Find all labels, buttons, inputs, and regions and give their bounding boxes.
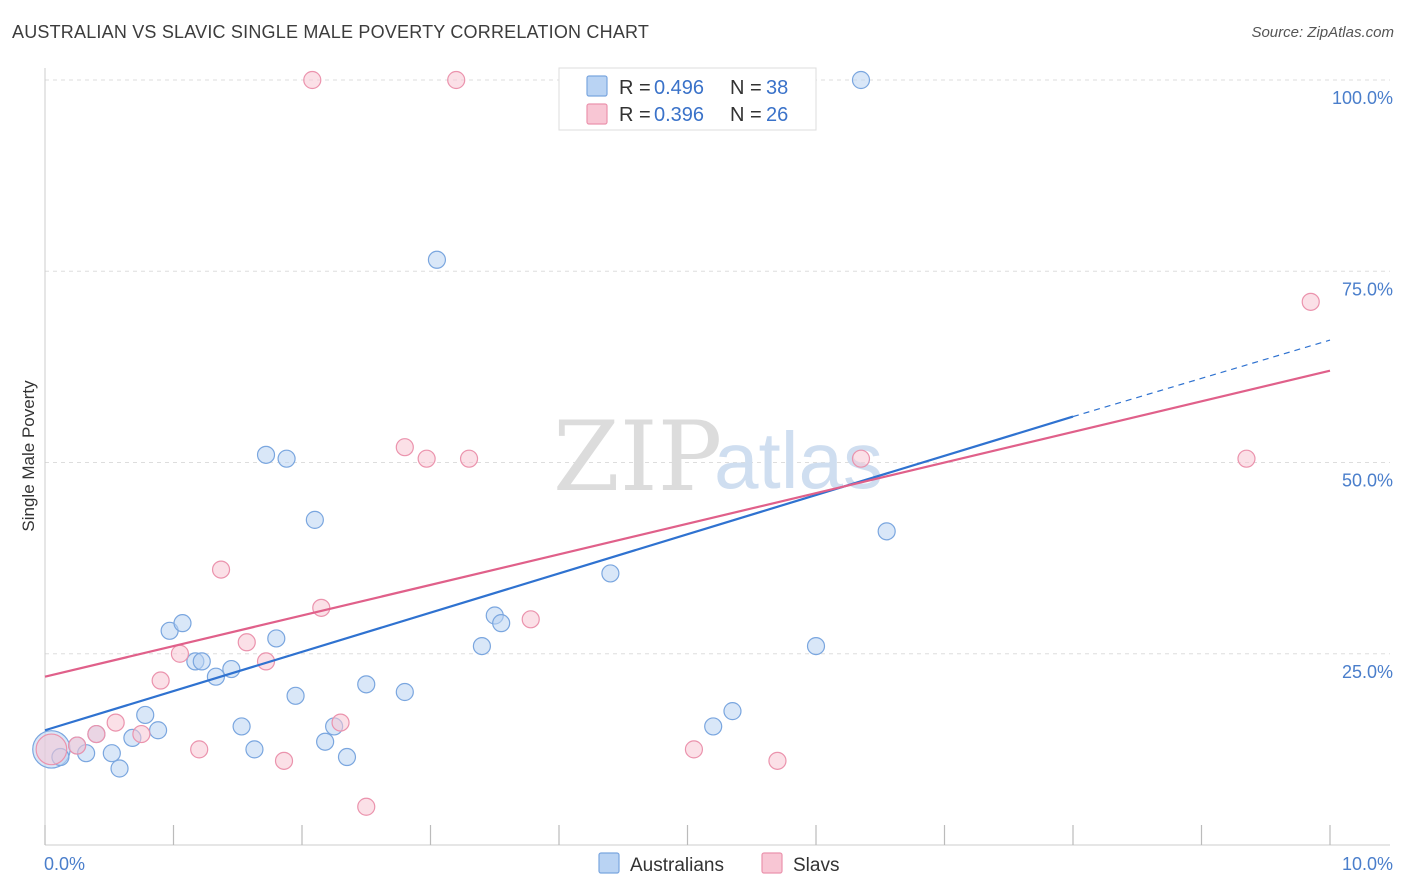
slavs-point-8 xyxy=(211,560,231,579)
bottom-legend-slavs-label: Slavs xyxy=(793,855,839,876)
y-tick-labels: 25.0% 50.0% 75.0% 100.0% xyxy=(1332,88,1393,682)
australians-point-23 xyxy=(316,732,335,751)
legend-bottom: Australians Slavs xyxy=(598,852,839,876)
x-tick-label-max: 10.0% xyxy=(1342,854,1393,874)
bottom-legend-australians-label: Australians xyxy=(630,855,724,876)
australians-point-8 xyxy=(136,705,155,725)
x-tick-labels: 0.0% 10.0% xyxy=(44,854,1393,874)
legend-australians-r-label: R = xyxy=(619,77,651,99)
slavs-trend-line xyxy=(44,369,1331,678)
slavs-point-23 xyxy=(851,449,871,468)
australians-point-11 xyxy=(173,614,192,633)
axes xyxy=(44,68,1390,846)
slavs-point-11 xyxy=(274,751,294,770)
australians-point-36 xyxy=(851,70,871,90)
grid-lines xyxy=(45,79,1390,655)
slavs-point-25 xyxy=(1301,292,1320,311)
australians-point-34 xyxy=(723,702,742,721)
australians-point-21 xyxy=(286,686,305,705)
australians-point-33 xyxy=(704,717,723,736)
legend-australians-n-label: N = xyxy=(730,77,762,99)
slavs-point-1 xyxy=(68,736,87,755)
slavs-point-19 xyxy=(459,449,479,468)
slavs-point-24 xyxy=(1237,449,1256,468)
australians-trend-extension xyxy=(1072,339,1331,418)
trend-lines xyxy=(44,339,1331,732)
legend-slavs-r-value: 0.396 xyxy=(654,104,704,126)
slavs-point-16 xyxy=(395,438,414,457)
legend-slavs-r-label: R = xyxy=(619,104,651,126)
legend-slavs-n-value: 26 xyxy=(766,104,788,126)
slavs-point-5 xyxy=(151,671,170,690)
y-tick-label-75: 75.0% xyxy=(1342,279,1393,299)
legend-slavs-n-label: N = xyxy=(730,104,762,126)
australians-point-25 xyxy=(337,747,357,767)
slavs-point-0 xyxy=(35,733,68,766)
bottom-legend-australians-swatch xyxy=(598,852,620,874)
slavs-point-22 xyxy=(768,751,787,770)
slavs-point-17 xyxy=(417,449,436,468)
legend-top: R = 0.496 N = 38 R = 0.396 N = 26 xyxy=(558,67,817,131)
slavs-point-18 xyxy=(447,70,466,90)
australians-trend-line xyxy=(44,415,1074,732)
slavs-point-21 xyxy=(684,740,704,759)
australians-point-5 xyxy=(102,744,121,763)
australians-point-26 xyxy=(357,675,376,694)
australians-point-20 xyxy=(277,449,296,468)
australians-point-32 xyxy=(601,564,620,583)
chart-title: AUSTRALIAN VS SLAVIC SINGLE MALE POVERTY… xyxy=(12,22,650,42)
slavs-point-13 xyxy=(312,598,331,617)
slavs-point-12 xyxy=(303,70,322,90)
slavs-point-7 xyxy=(190,740,209,759)
slavs-point-2 xyxy=(87,724,106,744)
australians-point-27 xyxy=(395,682,414,702)
y-tick-label-25: 25.0% xyxy=(1342,662,1393,682)
watermark-zip: ZIP xyxy=(553,401,722,513)
australians-point-28 xyxy=(427,250,447,269)
slavs-point-3 xyxy=(106,713,125,732)
australians-point-9 xyxy=(148,721,168,740)
scatter-points xyxy=(32,70,1320,816)
slavs-point-14 xyxy=(331,713,350,732)
australians-point-19 xyxy=(267,629,286,648)
y-tick-label-50: 50.0% xyxy=(1342,471,1393,491)
australians-point-31 xyxy=(492,614,511,633)
australians-point-17 xyxy=(245,740,264,759)
y-tick-label-100: 100.0% xyxy=(1332,88,1393,108)
australians-point-22 xyxy=(305,510,324,529)
slavs-point-10 xyxy=(256,652,276,671)
slavs-point-4 xyxy=(132,724,151,744)
slavs-point-15 xyxy=(357,797,376,816)
australians-point-18 xyxy=(256,445,276,464)
watermark: ZIP atlas xyxy=(553,401,883,513)
legend-australians-r-value: 0.496 xyxy=(654,77,704,99)
bottom-legend-slavs-swatch xyxy=(761,852,783,874)
slavs-point-20 xyxy=(521,610,540,629)
slavs-point-6 xyxy=(170,644,190,663)
australians-point-13 xyxy=(192,652,211,671)
australians-point-14 xyxy=(206,667,226,686)
y-axis-title: Single Male Poverty xyxy=(19,380,38,532)
x-tick-label-min: 0.0% xyxy=(44,854,85,874)
legend-australians-n-value: 38 xyxy=(766,77,788,99)
australians-point-29 xyxy=(472,636,491,656)
chart-source: Source: ZipAtlas.com xyxy=(1251,24,1394,41)
legend-australians-swatch xyxy=(586,75,608,97)
australians-point-35 xyxy=(806,636,826,656)
legend-slavs-swatch xyxy=(586,103,608,125)
slavs-point-9 xyxy=(237,633,256,652)
australians-point-15 xyxy=(222,659,241,679)
australians-point-37 xyxy=(877,522,896,541)
australians-point-16 xyxy=(232,717,251,736)
australians-point-6 xyxy=(110,759,129,778)
